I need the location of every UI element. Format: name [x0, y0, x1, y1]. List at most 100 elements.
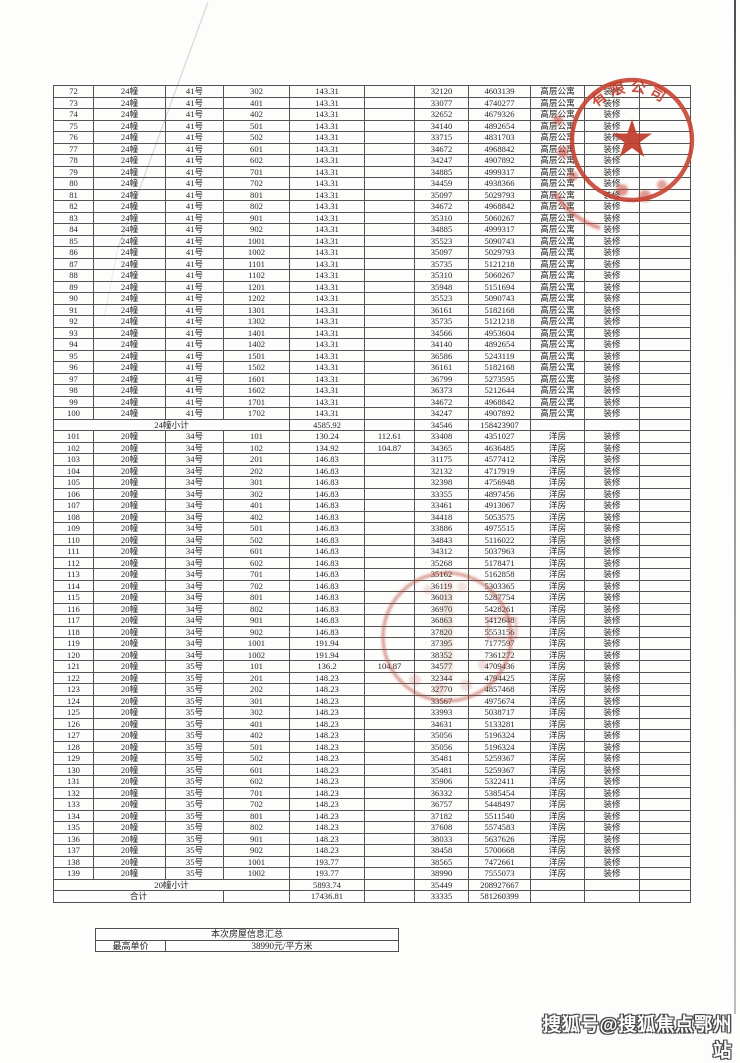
table-cell: 130.24: [289, 430, 365, 443]
table-cell: 35906: [414, 775, 469, 788]
table-cell: [364, 177, 415, 190]
table-cell: 20幢: [93, 625, 166, 638]
table-cell: 32120: [414, 85, 469, 98]
table-cell: 34885: [414, 165, 469, 178]
table-row: 78 24幢 41号 602 143.31 34247 4907892 高层公寓 装修: [53, 154, 691, 167]
table-cell: [639, 131, 691, 144]
table-cell: 143.31: [289, 142, 365, 155]
table-cell: 洋房: [530, 499, 585, 512]
table-cell: 20幢小计: [53, 878, 290, 891]
housing-price-table: 72 24幢 41号 302 143.31 32120 4603139 高层公寓 装修 73 24幢…: [53, 85, 691, 903]
table-cell: 115: [53, 591, 94, 604]
table-cell: [364, 522, 415, 535]
table-cell: 4717919: [468, 464, 531, 477]
table-cell: 1202: [223, 292, 290, 305]
scan-edge-line: [734, 0, 736, 1014]
table-cell: 24幢: [93, 269, 166, 282]
table-cell: 38990: [414, 867, 469, 880]
table-cell: 41号: [165, 384, 224, 397]
table-cell: 125: [53, 706, 94, 719]
table-cell: [639, 395, 691, 408]
table-cell: [639, 533, 691, 546]
table-cell: 洋房: [530, 464, 585, 477]
table-cell: 装修: [584, 280, 640, 293]
table-cell: 4907892: [468, 154, 531, 167]
table-cell: [364, 280, 415, 293]
table-cell: 102: [223, 441, 290, 454]
table-cell: 702: [223, 798, 290, 811]
table-cell: [639, 740, 691, 753]
table-cell: [364, 786, 415, 799]
table-cell: 20幢: [93, 660, 166, 673]
table-row: 118 20幢 34号 902 146.83 37820 5553156 洋房 装修: [53, 625, 691, 638]
table-cell: [364, 821, 415, 834]
table-cell: 77: [53, 142, 94, 155]
table-cell: [639, 786, 691, 799]
table-row: 89 24幢 41号 1201 143.31 35948 5151694 高层公寓 装修: [53, 280, 691, 293]
table-cell: 洋房: [530, 798, 585, 811]
table-cell: 802: [223, 821, 290, 834]
table-cell: 96: [53, 361, 94, 374]
subtotal-row: 20幢小计 5893.74 35449 208927667: [53, 878, 691, 891]
table-cell: 34843: [414, 533, 469, 546]
table-cell: 高层公寓: [530, 280, 585, 293]
table-cell: 17436.81: [289, 890, 365, 903]
table-row: 84 24幢 41号 902 143.31 34885 4999317 高层公寓 装修: [53, 223, 691, 236]
table-cell: 洋房: [530, 602, 585, 615]
table-cell: 20幢: [93, 775, 166, 788]
table-cell: 装修: [584, 234, 640, 247]
table-cell: 34号: [165, 591, 224, 604]
table-cell: 7555073: [468, 867, 531, 880]
table-cell: 洋房: [530, 545, 585, 558]
table-cell: 41号: [165, 395, 224, 408]
table-cell: 502: [223, 752, 290, 765]
table-cell: 4831703: [468, 131, 531, 144]
table-row: 76 24幢 41号 502 143.31 33715 4831703 高层公寓 装修: [53, 131, 691, 144]
table-row: 125 20幢 35号 302 148.23 33993 5038717 洋房 装修: [53, 706, 691, 719]
table-cell: [364, 556, 415, 569]
table-row: 128 20幢 35号 501 148.23 35056 5196324 洋房 装修: [53, 740, 691, 753]
table-cell: 146.83: [289, 556, 365, 569]
table-cell: 5090743: [468, 234, 531, 247]
table-cell: 24幢: [93, 188, 166, 201]
table-cell: 34885: [414, 223, 469, 236]
table-cell: 36799: [414, 372, 469, 385]
table-cell: 34号: [165, 430, 224, 443]
table-cell: 装修: [584, 844, 640, 857]
table-cell: 123: [53, 683, 94, 696]
table-cell: 4709436: [468, 660, 531, 673]
table-cell: 洋房: [530, 625, 585, 638]
table-row: 122 20幢 35号 201 148.23 32344 4794425 洋房 装修: [53, 671, 691, 684]
table-cell: [639, 430, 691, 443]
table-cell: 4679326: [468, 108, 531, 121]
table-cell: [639, 211, 691, 224]
table-cell: 36863: [414, 614, 469, 627]
table-cell: 34566: [414, 326, 469, 339]
table-cell: 装修: [584, 867, 640, 880]
table-cell: 洋房: [530, 867, 585, 880]
table-cell: 601: [223, 763, 290, 776]
table-cell: 35097: [414, 188, 469, 201]
table-cell: [364, 372, 415, 385]
table-cell: 34号: [165, 487, 224, 500]
table-row: 131 20幢 35号 602 148.23 35906 5322411 洋房 装修: [53, 775, 691, 788]
table-cell: 5287754: [468, 591, 531, 604]
table-cell: 装修: [584, 223, 640, 236]
table-cell: 143.31: [289, 246, 365, 259]
table-cell: 41号: [165, 372, 224, 385]
table-cell: [639, 568, 691, 581]
table-cell: 5212644: [468, 384, 531, 397]
table-cell: 装修: [584, 315, 640, 328]
table-cell: [364, 510, 415, 523]
table-cell: 143.31: [289, 154, 365, 167]
table-cell: 4975674: [468, 694, 531, 707]
table-cell: 装修: [584, 430, 640, 443]
table-cell: 87: [53, 257, 94, 270]
table-cell: 35号: [165, 752, 224, 765]
table-cell: 38352: [414, 648, 469, 661]
table-row: 124 20幢 35号 301 148.23 33567 4975674 洋房 装修: [53, 694, 691, 707]
table-cell: 41号: [165, 269, 224, 282]
table-cell: 1002: [223, 648, 290, 661]
table-cell: 36373: [414, 384, 469, 397]
table-cell: 802: [223, 200, 290, 213]
